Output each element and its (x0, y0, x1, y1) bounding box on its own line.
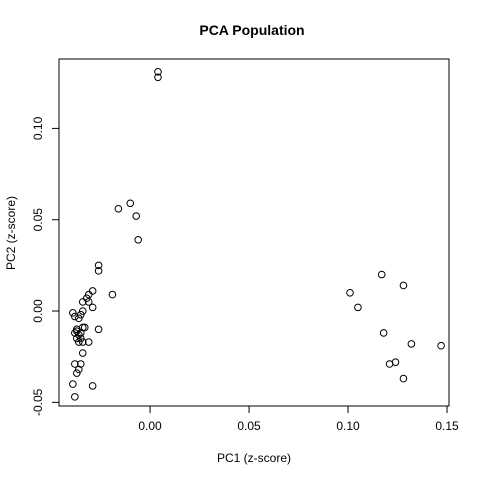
data-point (69, 309, 77, 317)
data-point (71, 393, 79, 401)
data-point (346, 288, 354, 297)
data-point (71, 360, 79, 368)
data-point (74, 365, 83, 374)
chart-title: PCA Population (199, 22, 304, 38)
data-point (114, 204, 123, 213)
y-tick-label: 0.05 (31, 208, 45, 232)
data-point (71, 329, 79, 337)
data-point (379, 329, 388, 337)
data-point (71, 312, 79, 321)
data-point (391, 358, 400, 366)
data-point (134, 236, 142, 244)
data-point (94, 325, 103, 334)
y-tick-label: -0.05 (31, 388, 45, 416)
x-tick-label: 0.15 (435, 419, 459, 433)
y-axis-label: PC2 (z-score) (4, 196, 18, 270)
data-point (73, 327, 81, 335)
data-point (69, 380, 77, 388)
plot-frame (58, 58, 450, 407)
x-tick-label: 0.00 (138, 419, 162, 433)
data-point (132, 212, 141, 220)
data-point (377, 270, 386, 279)
data-point (88, 303, 97, 312)
x-tick-label: 0.05 (237, 419, 261, 433)
data-point (154, 73, 162, 82)
data-point (108, 290, 117, 299)
data-point (78, 323, 87, 332)
data-point (76, 360, 85, 368)
data-point (73, 369, 81, 377)
data-point (84, 338, 93, 346)
data-point (407, 340, 416, 348)
data-point (88, 287, 97, 295)
data-point (88, 382, 97, 390)
data-point (78, 349, 87, 357)
data-point (437, 341, 445, 350)
y-tick-label: 0.00 (31, 299, 45, 323)
data-point (399, 281, 408, 290)
data-point (94, 267, 103, 275)
data-point (126, 199, 135, 208)
x-axis: 0.00 0.05 0.10 0.15 (138, 405, 459, 433)
data-point (74, 338, 83, 346)
data-point (80, 323, 89, 332)
data-point (78, 298, 87, 306)
data-point (84, 290, 93, 299)
data-point (74, 314, 83, 323)
data-point (76, 329, 85, 337)
data-point (154, 67, 162, 76)
x-tick-label: 0.10 (336, 419, 360, 433)
data-point (73, 334, 81, 343)
data-point (76, 334, 85, 343)
data-point (399, 374, 408, 383)
data-points (69, 67, 445, 401)
y-axis: -0.05 0.00 0.05 0.10 (31, 116, 60, 416)
data-point (78, 338, 87, 346)
data-point (354, 303, 362, 312)
data-point (74, 330, 83, 339)
data-point (84, 298, 93, 306)
data-point (78, 307, 87, 315)
data-point (94, 261, 103, 270)
x-axis-label: PC1 (z-score) (217, 451, 291, 465)
y-tick-label: 0.10 (31, 116, 45, 140)
